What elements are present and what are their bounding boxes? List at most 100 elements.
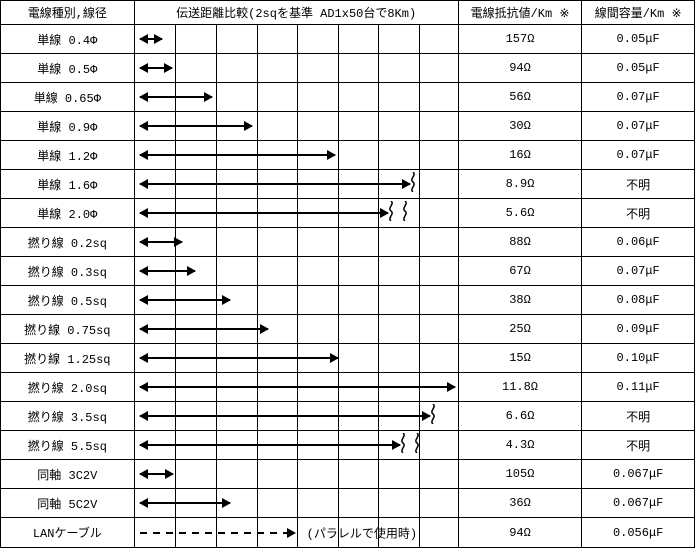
capacitance-value: 0.11μF: [582, 373, 694, 401]
distance-arrow: [140, 154, 335, 156]
distance-arrow: [140, 183, 410, 185]
distance-cell: [135, 112, 459, 140]
header-col4: 線間容量/Km ※: [582, 1, 694, 24]
resistance-value: 94Ω: [459, 518, 583, 547]
distance-arrow: [140, 444, 400, 446]
distance-cell: [135, 170, 459, 198]
resistance-value: 157Ω: [459, 25, 583, 53]
grid-lines: [135, 460, 458, 488]
wire-name: 撚り線 0.2sq: [1, 228, 135, 256]
table-row: 撚り線 3.5sq6.6Ω不明: [1, 402, 694, 431]
distance-arrow: [140, 67, 172, 69]
resistance-value: 8.9Ω: [459, 170, 583, 198]
wire-name: 単線 2.0Φ: [1, 199, 135, 227]
distance-arrow: [140, 473, 173, 475]
table-row: 単線 1.6Φ8.9Ω不明: [1, 170, 694, 199]
wire-name: 撚り線 5.5sq: [1, 431, 135, 459]
table-row: 単線 2.0Φ5.6Ω不明: [1, 199, 694, 228]
distance-arrow: [140, 212, 388, 214]
distance-cell: [135, 315, 459, 343]
resistance-value: 25Ω: [459, 315, 583, 343]
table-row: 単線 0.9Φ 30Ω0.07μF: [1, 112, 694, 141]
table-row: 撚り線 0.3sq 67Ω0.07μF: [1, 257, 694, 286]
table-row: 撚り線 5.5sq4.3Ω不明: [1, 431, 694, 460]
table-row: 単線 0.65Φ56Ω0.07μF: [1, 83, 694, 112]
wire-name: 単線 1.2Φ: [1, 141, 135, 169]
grid-lines: [135, 54, 458, 82]
header-col2-text: 伝送距離比較(2sqを基準 AD1x50台で8Km): [176, 4, 416, 21]
wire-name: LANケーブル: [1, 518, 135, 547]
wire-name: 撚り線 3.5sq: [1, 402, 135, 430]
resistance-value: 88Ω: [459, 228, 583, 256]
break-icon: [410, 172, 418, 196]
wire-name: 単線 0.9Φ: [1, 112, 135, 140]
distance-cell: [135, 199, 459, 227]
break-icon: [400, 433, 408, 457]
table-row: 同軸 3C2V105Ω0.067μF: [1, 460, 694, 489]
capacitance-value: 0.05μF: [582, 54, 694, 82]
table-row: 撚り線 0.5sq38Ω0.08μF: [1, 286, 694, 315]
distance-arrow: [140, 415, 430, 417]
resistance-value: 56Ω: [459, 83, 583, 111]
table-row: 撚り線 2.0sq 11.8Ω0.11μF: [1, 373, 694, 402]
break-icon: [414, 433, 422, 457]
distance-cell: [135, 431, 459, 459]
distance-arrow: [140, 270, 195, 272]
capacitance-value: 0.07μF: [582, 112, 694, 140]
distance-arrow: [140, 328, 268, 330]
capacitance-value: 不明: [582, 402, 694, 430]
wire-name: 撚り線 2.0sq: [1, 373, 135, 401]
resistance-value: 30Ω: [459, 112, 583, 140]
table-row: 撚り線 1.25sq15Ω0.10μF: [1, 344, 694, 373]
table-row: 単線 1.2Φ16Ω0.07μF: [1, 141, 694, 170]
wire-name: 撚り線 1.25sq: [1, 344, 135, 372]
header-col3: 電線抵抗値/Km ※: [459, 1, 583, 24]
distance-cell: [135, 83, 459, 111]
distance-cell: [135, 54, 459, 82]
resistance-value: 67Ω: [459, 257, 583, 285]
distance-arrow: [140, 357, 338, 359]
header-col2: 伝送距離比較(2sqを基準 AD1x50台で8Km): [135, 1, 459, 24]
table-row: LANケーブル(パラレルで使用時)94Ω0.056μF: [1, 518, 694, 547]
wire-name: 撚り線 0.5sq: [1, 286, 135, 314]
wire-name: 単線 0.65Φ: [1, 83, 135, 111]
distance-arrow: [140, 299, 230, 301]
resistance-value: 36Ω: [459, 489, 583, 517]
distance-cell: [135, 460, 459, 488]
distance-arrow: [140, 241, 182, 243]
resistance-value: 16Ω: [459, 141, 583, 169]
table-row: 単線 0.4Φ157Ω0.05μF: [1, 25, 694, 54]
resistance-value: 105Ω: [459, 460, 583, 488]
wire-name: 単線 0.5Φ: [1, 54, 135, 82]
table-row: 撚り線 0.2sq88Ω0.06μF: [1, 228, 694, 257]
capacitance-value: 0.07μF: [582, 257, 694, 285]
distance-arrow: [140, 532, 295, 534]
resistance-value: 38Ω: [459, 286, 583, 314]
resistance-value: 94Ω: [459, 54, 583, 82]
grid-lines: [135, 228, 458, 256]
grid-lines: [135, 25, 458, 53]
table-row: 撚り線 0.75sq25Ω0.09μF: [1, 315, 694, 344]
capacitance-value: 0.067μF: [582, 460, 694, 488]
distance-cell: [135, 141, 459, 169]
wire-name: 撚り線 0.75sq: [1, 315, 135, 343]
capacitance-value: 不明: [582, 431, 694, 459]
distance-arrow: [140, 386, 455, 388]
resistance-value: 11.8Ω: [459, 373, 583, 401]
wire-name: 撚り線 0.3sq: [1, 257, 135, 285]
wire-name: 同軸 5C2V: [1, 489, 135, 517]
distance-cell: (パラレルで使用時): [135, 518, 459, 547]
distance-cell: [135, 402, 459, 430]
header-col1: 電線種別,線径: [1, 1, 135, 24]
distance-arrow: [140, 96, 212, 98]
resistance-value: 5.6Ω: [459, 199, 583, 227]
distance-cell: [135, 489, 459, 517]
wire-name: 単線 1.6Φ: [1, 170, 135, 198]
break-icon: [388, 201, 396, 225]
capacitance-value: 0.056μF: [582, 518, 694, 547]
break-icon: [402, 201, 410, 225]
wire-name: 単線 0.4Φ: [1, 25, 135, 53]
distance-cell: [135, 228, 459, 256]
distance-cell: [135, 373, 459, 401]
cable-table: 電線種別,線径 伝送距離比較(2sqを基準 AD1x50台で8Km) 電線抵抗値…: [0, 0, 695, 548]
